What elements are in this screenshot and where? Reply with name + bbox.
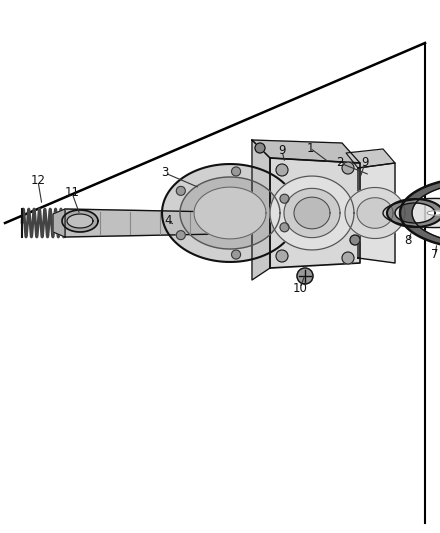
Text: 11: 11 (65, 187, 80, 199)
Text: 4: 4 (164, 214, 172, 228)
Polygon shape (400, 177, 440, 249)
Circle shape (176, 187, 185, 196)
Polygon shape (294, 197, 330, 229)
Polygon shape (162, 164, 298, 262)
Polygon shape (62, 210, 98, 232)
Polygon shape (345, 188, 405, 238)
Polygon shape (194, 187, 266, 239)
Polygon shape (284, 188, 340, 238)
Text: 10: 10 (293, 281, 308, 295)
Polygon shape (270, 158, 360, 268)
Polygon shape (427, 211, 440, 215)
Text: 12: 12 (30, 174, 45, 188)
Circle shape (276, 164, 288, 176)
Text: 2: 2 (336, 157, 344, 169)
Polygon shape (358, 163, 395, 263)
Polygon shape (270, 176, 354, 250)
Circle shape (297, 268, 313, 284)
Text: 7: 7 (431, 248, 439, 262)
Circle shape (231, 167, 241, 176)
Polygon shape (346, 149, 395, 168)
Circle shape (280, 194, 289, 203)
Circle shape (231, 250, 241, 259)
Circle shape (342, 252, 354, 264)
Circle shape (176, 231, 185, 240)
Circle shape (350, 235, 360, 245)
Polygon shape (53, 209, 65, 237)
Polygon shape (252, 140, 360, 163)
Text: 1: 1 (306, 141, 314, 155)
Polygon shape (180, 177, 280, 249)
Text: 9: 9 (278, 144, 286, 157)
Circle shape (255, 143, 265, 153)
Polygon shape (383, 198, 440, 228)
Text: 3: 3 (161, 166, 169, 180)
Circle shape (342, 162, 354, 174)
Text: 9: 9 (361, 157, 369, 169)
Polygon shape (65, 209, 220, 237)
Text: 8: 8 (404, 235, 412, 247)
Circle shape (276, 250, 288, 262)
Polygon shape (252, 140, 270, 280)
Polygon shape (387, 199, 440, 227)
Polygon shape (357, 198, 393, 228)
Circle shape (280, 223, 289, 232)
